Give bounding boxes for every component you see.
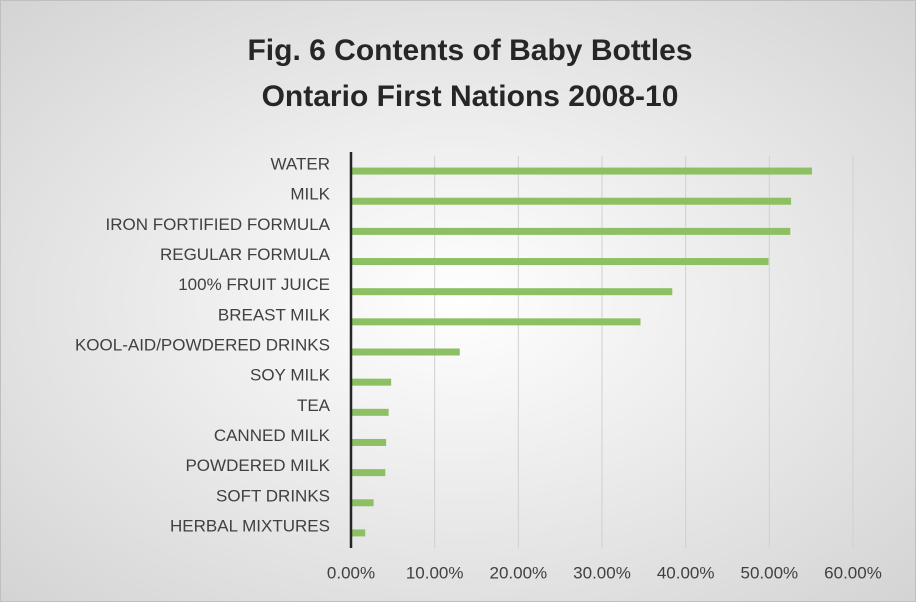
y-tick-label: HERBAL MIXTURES — [170, 516, 330, 535]
chart-title: Fig. 6 Contents of Baby Bottles — [247, 34, 692, 67]
y-tick-label: SOY MILK — [250, 366, 331, 385]
bar — [351, 408, 389, 416]
y-tick-label: BREAST MILK — [218, 305, 331, 324]
y-tick-label: POWDERED MILK — [185, 456, 330, 475]
y-tick-label: WATER — [271, 155, 331, 174]
x-tick-label: 50.00% — [740, 563, 798, 582]
bar — [351, 348, 460, 356]
bar — [351, 469, 386, 477]
y-tick-label: IRON FORTIFIED FORMULA — [106, 215, 331, 234]
bar — [351, 499, 374, 507]
x-tick-label: 20.00% — [489, 563, 547, 582]
y-tick-label: KOOL-AID/POWDERED DRINKS — [75, 335, 330, 354]
y-tick-label: MILK — [290, 185, 330, 204]
y-tick-label: SOFT DRINKS — [216, 486, 330, 505]
x-tick-label: 30.00% — [573, 563, 631, 582]
bar — [351, 378, 392, 386]
bar — [351, 529, 366, 537]
y-tick-label: TEA — [297, 396, 331, 415]
y-tick-label: 100% FRUIT JUICE — [178, 275, 330, 294]
y-tick-label: REGULAR FORMULA — [160, 245, 331, 264]
x-tick-label: 60.00% — [824, 563, 882, 582]
x-tick-label: 10.00% — [406, 563, 464, 582]
bar — [351, 438, 387, 446]
bar — [351, 197, 792, 205]
y-tick-label: CANNED MILK — [214, 426, 331, 445]
x-tick-label: 40.00% — [657, 563, 715, 582]
chart-subtitle: Ontario First Nations 2008-10 — [262, 80, 679, 113]
bar — [351, 258, 769, 266]
bar — [351, 167, 813, 175]
bar — [351, 318, 641, 326]
bar — [351, 227, 791, 235]
x-tick-label: 0.00% — [327, 563, 375, 582]
bar — [351, 288, 673, 296]
